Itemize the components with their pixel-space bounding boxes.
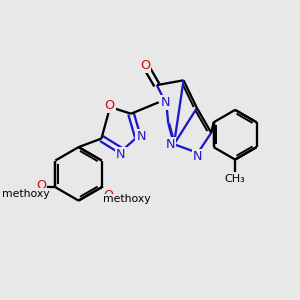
Text: O: O — [140, 59, 150, 72]
Text: N: N — [136, 130, 146, 143]
Text: N: N — [193, 150, 203, 163]
Text: methoxy: methoxy — [2, 188, 49, 199]
Text: N: N — [161, 96, 170, 109]
Text: O: O — [36, 179, 46, 192]
Text: O: O — [103, 189, 114, 202]
Text: N: N — [116, 148, 126, 161]
Text: O: O — [104, 99, 115, 112]
Text: CH₃: CH₃ — [225, 174, 245, 184]
Text: N: N — [166, 138, 175, 151]
Text: methoxy: methoxy — [103, 194, 150, 204]
